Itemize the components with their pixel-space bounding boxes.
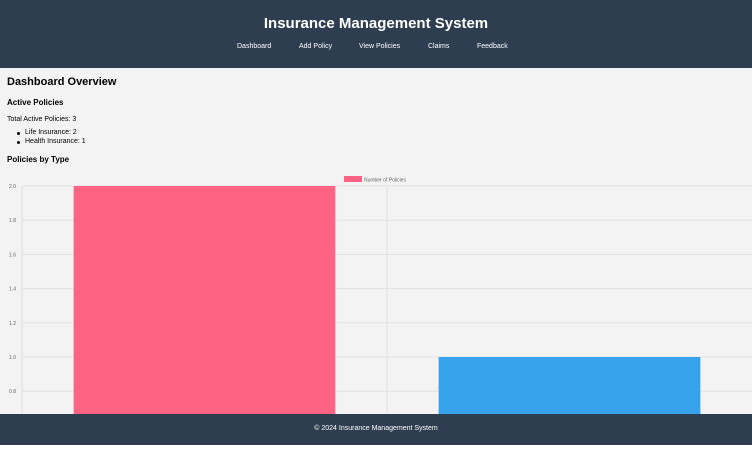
total-active-policies: Total Active Policies: 3 xyxy=(7,116,77,123)
legend-label: Number of Policies xyxy=(364,178,406,184)
app-footer: © 2024 Insurance Management System xyxy=(0,414,752,445)
bar-life-insurance[interactable] xyxy=(73,186,336,414)
chart-heading: Policies by Type xyxy=(7,155,70,164)
bar-health-insurance[interactable] xyxy=(438,357,701,414)
nav-view-policies[interactable]: View Policies xyxy=(359,43,401,50)
chart-y-ticks: 2.0 1.8 1.6 1.4 1.2 1.0 0.8 xyxy=(9,184,16,395)
nav-claims[interactable]: Claims xyxy=(428,43,450,50)
y-tick-label: 2.0 xyxy=(9,184,16,190)
app-header: Insurance Management System Dashboard Ad… xyxy=(0,0,752,68)
legend-swatch xyxy=(344,176,362,182)
list-item: Health Insurance: 1 xyxy=(15,138,86,147)
page-title: Dashboard Overview xyxy=(7,76,117,88)
y-tick-label: 1.2 xyxy=(9,321,16,327)
y-tick-label: 0.8 xyxy=(9,389,16,395)
y-tick-label: 1.4 xyxy=(9,287,16,293)
main-nav: Dashboard Add Policy View Policies Claim… xyxy=(0,43,752,55)
dashboard-main: Dashboard Overview Active Policies Total… xyxy=(0,68,752,414)
chart-legend: Number of Policies xyxy=(344,176,406,184)
y-tick-label: 1.6 xyxy=(9,252,16,258)
list-item: Life Insurance: 2 xyxy=(15,129,86,138)
nav-add-policy[interactable]: Add Policy xyxy=(299,43,333,50)
footer-copyright: © 2024 Insurance Management System xyxy=(314,425,438,432)
y-tick-label: 1.0 xyxy=(9,355,16,361)
nav-dashboard[interactable]: Dashboard xyxy=(237,43,272,50)
app-title: Insurance Management System xyxy=(263,15,489,32)
policies-bar-chart: 2.0 1.8 1.6 1.4 1.2 1.0 0.8 Number of Policies xyxy=(9,176,752,414)
active-policies-heading: Active Policies xyxy=(7,98,64,107)
policy-type-list: Life Insurance: 2 Health Insurance: 1 xyxy=(15,129,86,146)
chart-bars xyxy=(73,186,701,414)
nav-feedback[interactable]: Feedback xyxy=(477,43,508,50)
y-tick-label: 1.8 xyxy=(9,218,16,224)
